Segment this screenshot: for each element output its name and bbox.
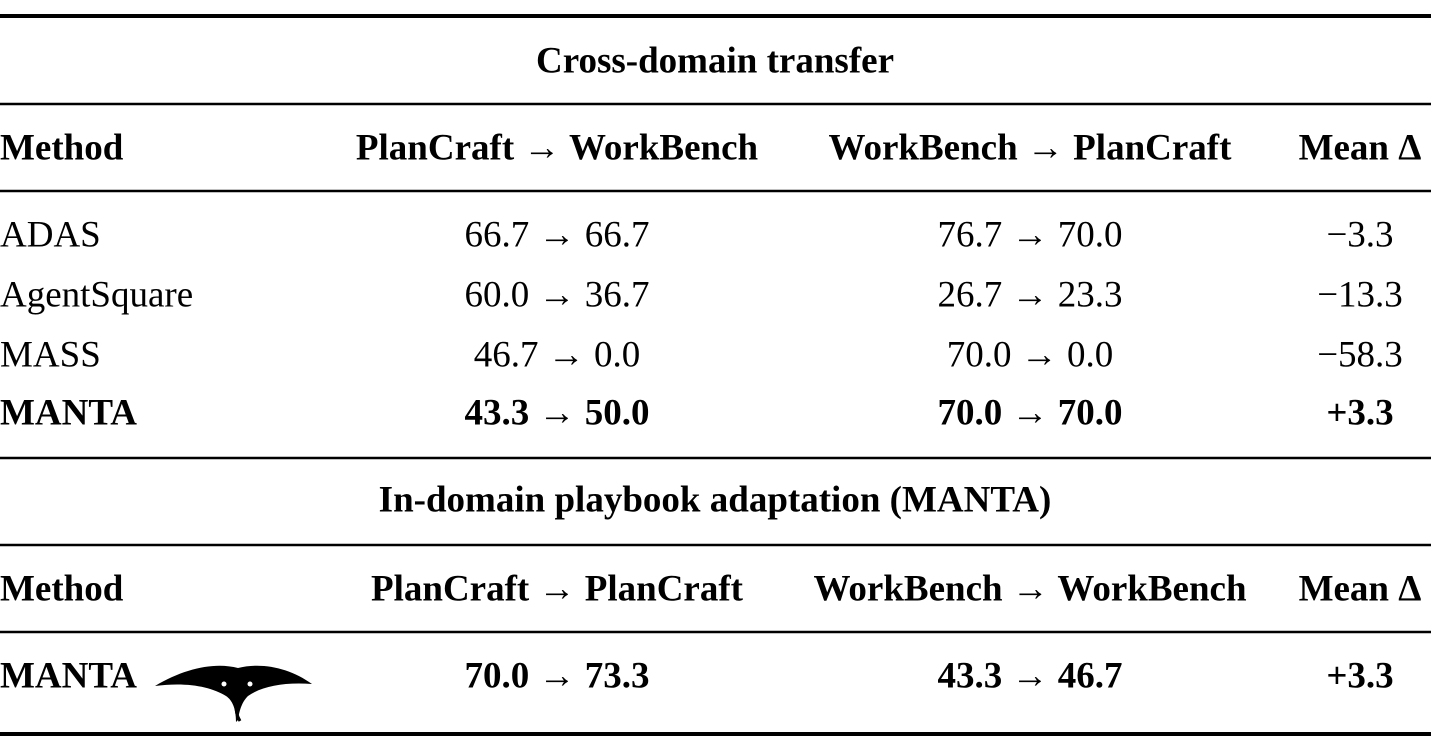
column-header: PlanCraft → WorkBench <box>356 127 759 168</box>
column-header: WorkBench → WorkBench <box>813 568 1247 609</box>
method-name: MANTA <box>0 655 137 696</box>
method-name: ADAS <box>0 214 101 255</box>
cell: 66.7 → 66.7 <box>465 214 650 255</box>
section-title: Cross-domain transfer <box>536 40 894 81</box>
cell: +3.3 <box>1326 392 1393 433</box>
cell: −58.3 <box>1317 334 1403 375</box>
column-header: Method <box>0 127 124 168</box>
cell: 70.0 → 73.3 <box>465 655 650 696</box>
column-header: Method <box>0 568 124 609</box>
cell: 43.3 → 50.0 <box>465 392 650 433</box>
cell: −13.3 <box>1317 274 1403 315</box>
cell: +3.3 <box>1326 655 1393 696</box>
cell: 26.7 → 23.3 <box>938 274 1123 315</box>
column-header: WorkBench → PlanCraft <box>829 127 1233 168</box>
column-header: Mean Δ <box>1299 568 1422 609</box>
section-title: In-domain playbook adaptation (MANTA) <box>379 479 1052 520</box>
cell: 46.7 → 0.0 <box>474 334 641 375</box>
method-name: MANTA <box>0 392 137 433</box>
cell: 70.0 → 70.0 <box>938 392 1123 433</box>
cell: −3.3 <box>1326 214 1393 255</box>
cell: 76.7 → 70.0 <box>938 214 1123 255</box>
manta-icon <box>155 665 312 722</box>
method-name: MASS <box>0 334 101 375</box>
rows: MANTA 70.0 → 73.3 43.3 → 46.7 +3.3 <box>0 655 1394 696</box>
method-name: AgentSquare <box>0 274 193 315</box>
cell: 43.3 → 46.7 <box>938 655 1123 696</box>
rows: ADAS 66.7 → 66.7 76.7 → 70.0 −3.3 AgentSquar… <box>0 214 1403 433</box>
cell: 60.0 → 36.7 <box>465 274 650 315</box>
column-header: PlanCraft → PlanCraft <box>371 568 744 609</box>
column-header: Mean Δ <box>1299 127 1422 168</box>
cell: 70.0 → 0.0 <box>947 334 1114 375</box>
